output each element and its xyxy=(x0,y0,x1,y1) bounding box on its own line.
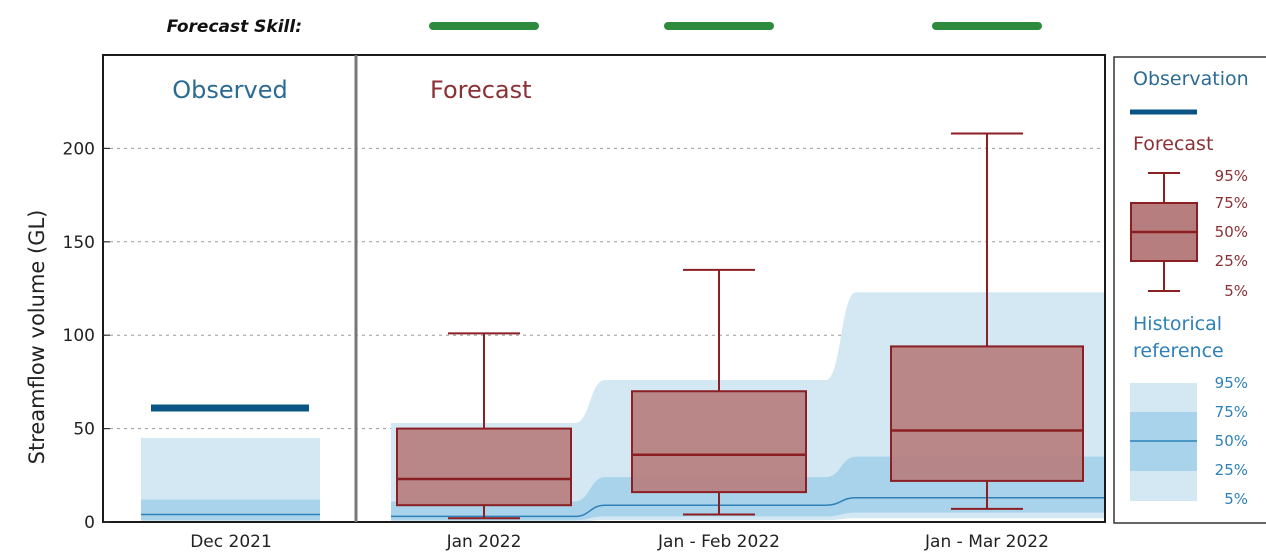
x-tick-label: Jan - Feb 2022 xyxy=(657,532,780,552)
y-tick-label: 150 xyxy=(63,233,95,253)
y-tick-label: 100 xyxy=(63,326,95,346)
legend-historical-level: 75% xyxy=(1215,403,1248,421)
historical-median-forecast xyxy=(391,496,1105,518)
legend-historical-label-line2: reference xyxy=(1133,340,1224,362)
y-tick-label: 0 xyxy=(84,513,95,533)
legend: Observation Forecast Historical referenc… xyxy=(1113,56,1266,524)
legend-forecast-level: 5% xyxy=(1224,282,1248,300)
x-tick-label: Jan 2022 xyxy=(446,532,522,552)
legend-historical-level: 5% xyxy=(1224,490,1248,508)
observed-section-label: Observed xyxy=(172,76,287,104)
forecast-box xyxy=(396,427,572,507)
x-tick-label: Jan - Mar 2022 xyxy=(924,532,1049,552)
legend-observation-label: Observation xyxy=(1133,68,1249,90)
forecast-box xyxy=(890,345,1084,482)
y-axis-label: Streamflow volume (GL) xyxy=(25,210,49,465)
legend-forecast-level: 50% xyxy=(1215,223,1248,241)
historical-band-25-75-dec xyxy=(141,499,320,521)
forecast-box xyxy=(631,390,807,494)
legend-historical-level: 95% xyxy=(1215,374,1248,392)
legend-forecast-level: 25% xyxy=(1215,252,1248,270)
legend-historical-label-line1: Historical xyxy=(1133,313,1222,335)
legend-historical-level: 25% xyxy=(1215,461,1248,479)
plot-frame xyxy=(102,54,1106,523)
legend-historical-level: 50% xyxy=(1215,432,1248,450)
legend-forecast-level: 95% xyxy=(1215,167,1248,185)
y-tick-label: 50 xyxy=(73,420,95,440)
y-tick-label: 200 xyxy=(63,139,95,159)
forecast-skill-label: Forecast Skill: xyxy=(167,17,302,37)
forecast-section-label: Forecast xyxy=(430,76,532,104)
legend-forecast-level: 75% xyxy=(1215,194,1248,212)
x-tick-label: Dec 2021 xyxy=(190,532,272,552)
legend-forecast-label: Forecast xyxy=(1133,133,1213,155)
